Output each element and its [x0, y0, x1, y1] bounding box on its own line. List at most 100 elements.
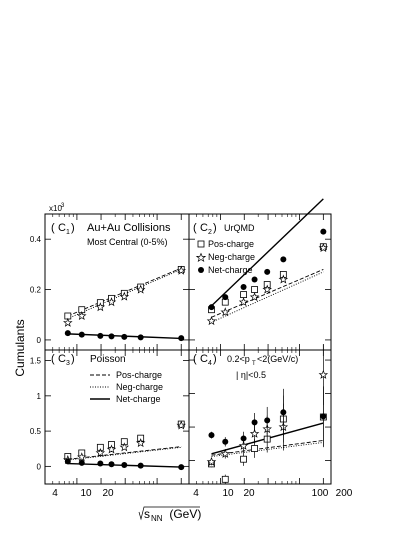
point-net-charge-c2	[251, 276, 258, 283]
point-neg-charge-c2	[220, 307, 231, 317]
curve-dotted-c3	[67, 446, 182, 461]
point-net-charge-c4	[251, 419, 258, 426]
svg-text:(: (	[193, 353, 197, 365]
curve-solid-c2	[211, 198, 324, 307]
chart-content	[63, 198, 329, 484]
point-neg-charge-c3	[135, 438, 146, 448]
point-neg-charge-c1	[135, 284, 146, 294]
point-net-charge-c1	[108, 333, 115, 340]
x-tick-label-10: 10	[80, 488, 92, 499]
point-net-charge-c3	[97, 460, 104, 467]
panel-label-c3: ( C 3 )	[51, 353, 75, 367]
annotation-pt-range: 0.2<p T <2(GeV/c)	[227, 354, 298, 367]
point-net-charge-c2	[320, 228, 327, 235]
point-net-charge-c3	[64, 458, 71, 465]
y-tick-label-c3: 1.5	[30, 357, 42, 366]
legend-open-square-icon	[197, 240, 205, 248]
sqrt-symbol-icon	[138, 506, 200, 521]
point-net-charge-c2	[264, 268, 271, 275]
point-net-charge-c4	[280, 409, 287, 416]
svg-text:C: C	[200, 222, 208, 234]
svg-text:T: T	[252, 361, 256, 367]
panel-frame-c4	[188, 349, 332, 485]
svg-text:4: 4	[208, 360, 212, 367]
panel-label-c1: ( C 1 )	[51, 222, 75, 236]
curve-dotted-c1	[67, 268, 182, 319]
point-neg-charge-c1	[176, 265, 186, 275]
svg-text:C: C	[58, 222, 66, 234]
svg-text:): )	[213, 353, 217, 365]
panel-label-c2: ( C 2 )	[193, 222, 217, 236]
legend-label-net-charge: Net-charge	[208, 265, 253, 275]
point-neg-charge-c2	[278, 274, 289, 284]
point-net-charge-c1	[178, 335, 185, 342]
legend-open-star-icon	[195, 252, 207, 263]
point-neg-charge-c1	[63, 317, 73, 327]
x-tick-label-10-right: 10	[222, 488, 234, 499]
legend-label-pos-charge: Pos-charge	[208, 239, 254, 249]
point-net-charge-c3	[108, 461, 115, 468]
svg-text:C: C	[200, 353, 208, 365]
point-net-charge-c4	[240, 435, 247, 442]
point-neg-charge-c2	[238, 297, 249, 307]
point-net-charge-c4	[320, 413, 327, 420]
y-scale-label: x10	[49, 204, 62, 213]
point-neg-charge-c1	[95, 302, 106, 312]
point-net-charge-c2	[280, 256, 287, 263]
point-net-charge-c1	[78, 331, 85, 338]
point-neg-charge-c4	[206, 456, 217, 466]
y-scale-exponent: 3	[61, 203, 65, 209]
point-net-charge-c4	[208, 432, 215, 439]
svg-text:(: (	[51, 222, 55, 234]
x-tick-label-20: 20	[102, 488, 114, 499]
panel-label-c4: ( C 4 )	[193, 353, 217, 367]
point-neg-charge-c2	[262, 284, 272, 294]
legend-line-label-neg-charge: Neg-charge	[116, 382, 163, 392]
point-pos-charge-c2	[240, 291, 247, 298]
svg-text:3: 3	[66, 360, 70, 367]
x-tick-label-4: 4	[52, 488, 58, 499]
x-axis-title: s NN (GeV)	[138, 506, 201, 523]
point-neg-charge-c1	[106, 297, 117, 307]
curve-dotted-c2	[211, 271, 324, 323]
svg-text:2: 2	[208, 229, 212, 236]
y-tick-label-c1: 0	[37, 336, 42, 345]
annotation-au-au-collisions: Au+Au Collisions	[87, 222, 171, 234]
x-axis-title-s: s	[144, 507, 150, 521]
point-net-charge-c1	[64, 330, 71, 337]
svg-text:0.2<p: 0.2<p	[227, 354, 250, 364]
svg-text:): )	[213, 222, 217, 234]
point-neg-charge-c2	[249, 292, 260, 302]
point-neg-charge-c4	[238, 440, 249, 450]
point-neg-charge-c4	[318, 369, 329, 379]
x-tick-label-100-right: 100	[312, 488, 329, 499]
point-neg-charge-c4	[249, 428, 260, 438]
point-net-charge-c3	[137, 462, 144, 469]
point-neg-charge-c3	[176, 420, 186, 430]
legend-label-neg-charge: Neg-charge	[208, 252, 255, 262]
point-neg-charge-c4	[220, 448, 231, 458]
curve-dashed-c3	[67, 446, 182, 460]
point-neg-charge-c1	[119, 291, 130, 301]
y-tick-label-c1: 0.4	[30, 235, 42, 244]
svg-text:): )	[71, 353, 75, 365]
point-net-charge-c1	[97, 332, 104, 339]
svg-text:<2(GeV/c): <2(GeV/c)	[257, 354, 298, 364]
x-tick-labels: 4 10 20 4 10 20 100 200	[52, 488, 353, 499]
annotation-eta-range: | η|<0.5	[236, 370, 266, 380]
point-net-charge-c2	[240, 284, 247, 291]
y-tick-label-c3: 0.5	[30, 427, 42, 436]
svg-text:1: 1	[66, 229, 70, 236]
legend-line-label-pos-charge: Pos-charge	[116, 370, 162, 380]
point-pos-charge-c4	[221, 475, 229, 483]
annotation-urqmd: UrQMD	[224, 223, 255, 233]
point-neg-charge-c1	[77, 310, 87, 321]
x-tick-label-200-right: 200	[336, 488, 353, 499]
point-net-charge-c3	[178, 464, 185, 471]
point-neg-charge-c3	[119, 442, 130, 452]
point-neg-charge-c3	[95, 447, 106, 458]
legend-line-label-net-charge: Net-charge	[116, 394, 161, 404]
y-tick-label-c3: 1	[37, 392, 42, 401]
annotation-poisson: Poisson	[90, 354, 126, 365]
